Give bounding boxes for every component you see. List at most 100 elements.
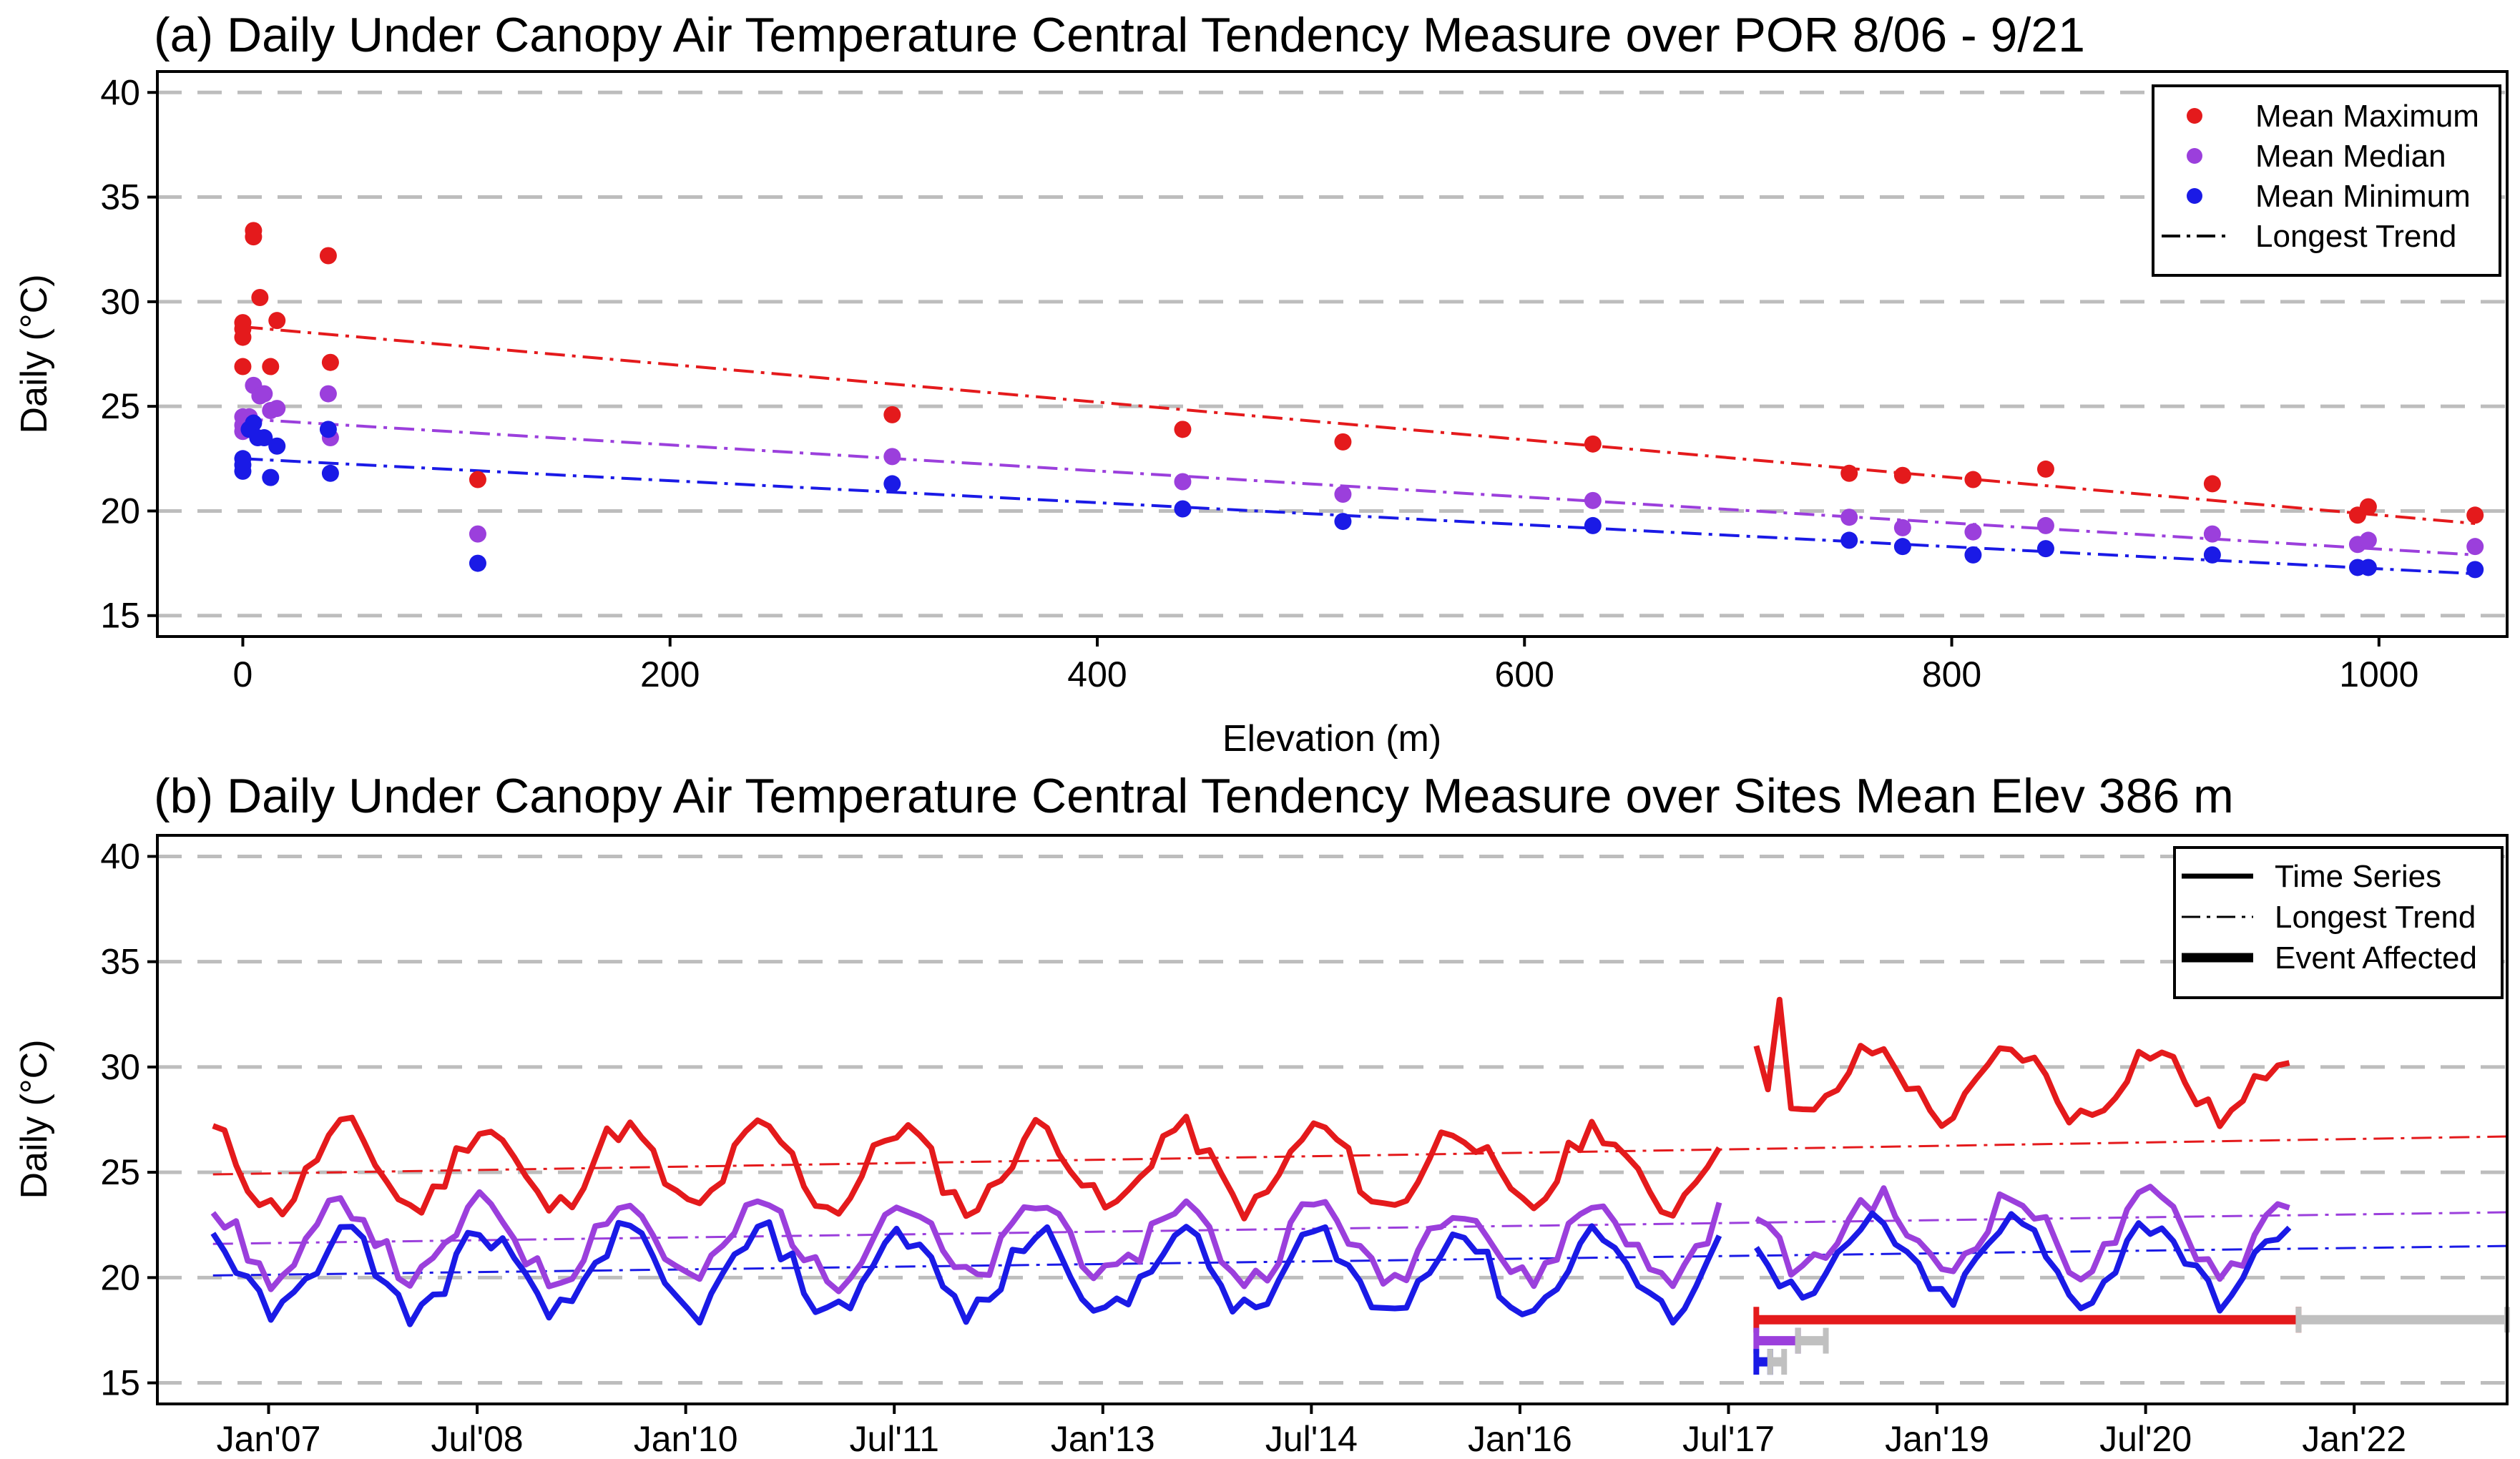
panel-b-x-tick-label-0: Jan'07 (217, 1419, 321, 1459)
panel-a-point-max-7 (251, 289, 269, 306)
panel-a-point-min-13 (1174, 500, 1192, 518)
panel-a-x-tick-label-400: 400 (1067, 654, 1127, 694)
panel-a-point-max-16 (1584, 435, 1602, 453)
panel-b-series-median-segment-2 (1755, 1184, 2290, 1283)
panel-a-points (234, 222, 2484, 579)
panel-a-point-min-17 (1893, 538, 1911, 556)
panel-b-y-tick-label-30: 30 (100, 1047, 140, 1087)
legend-event-affected-label: Event Affected (2275, 940, 2477, 976)
panel-b-series-min-segment-2 (1754, 1210, 2292, 1314)
panel-a-point-max-2 (234, 328, 252, 346)
panel-a-trend-median (242, 417, 2476, 556)
panel-a-y-tick-label-40: 40 (100, 72, 140, 112)
panel-a-point-median-16 (1840, 509, 1858, 526)
panel-b-title: (b) Daily Under Canopy Air Temperature C… (154, 769, 2234, 823)
panel-b-x-ticks: Jan'07 Jul'08 Jan'10 Jul'11 Jan'13 Jul'14 Jan'… (217, 1404, 2406, 1459)
panel-b-x-tick-label-4: Jan'13 (1051, 1419, 1155, 1459)
panel-a-point-max-13 (883, 406, 901, 423)
panel-b-event-bars (1753, 1307, 2510, 1375)
panel-a-y-tick-label-35: 35 (100, 177, 140, 217)
panel-a-point-min-19 (2036, 540, 2054, 558)
legend-mean-minimum-label: Mean Minimum (2255, 179, 2471, 214)
panel-a: (a) Daily Under Canopy Air Temperature C… (14, 8, 2509, 760)
panel-a-y-tick-label-15: 15 (100, 596, 140, 636)
panel-a-x-ticks: 0 200 400 600 800 1000 (233, 637, 2418, 694)
panel-a-point-min-23 (2466, 561, 2484, 579)
panel-a-point-min-15 (1584, 516, 1602, 534)
panel-a-point-median-14 (1334, 486, 1352, 503)
panel-b-y-axis-label: Daily (°C) (14, 1039, 55, 1199)
panel-a-point-median-13 (1174, 473, 1192, 491)
panel-a-point-median-11 (469, 525, 486, 543)
panel-a-point-max-11 (321, 353, 339, 371)
panel-a-point-max-12 (469, 471, 486, 488)
panel-b-y-tick-label-35: 35 (100, 942, 140, 982)
panel-b-plot-frame (156, 834, 2509, 1405)
panel-b-x-tick-label-10: Jan'22 (2302, 1419, 2406, 1459)
panel-a-point-min-20 (2203, 546, 2221, 564)
panel-a-point-median-18 (1964, 523, 1982, 541)
panel-b-x-tick-label-2: Jan'10 (634, 1419, 738, 1459)
panel-a-plot-frame (156, 70, 2509, 638)
panel-b-gridlines (157, 854, 2507, 1385)
panel-b-x-tick-label-1: Jul'08 (431, 1419, 524, 1459)
panel-a-point-median-15 (1584, 491, 1602, 509)
panel-a-point-median-9 (319, 385, 337, 403)
panel-b-trend-min (212, 1244, 2508, 1277)
panel-a-x-tick-label-600: 600 (1495, 654, 1554, 694)
panel-a-point-median-17 (1893, 519, 1911, 536)
panel-a-point-max-19 (1964, 471, 1982, 488)
panel-a-point-max-14 (1174, 421, 1192, 438)
panel-a-point-min-9 (319, 421, 337, 438)
panel-b-trend-lines (212, 1135, 2508, 1277)
panel-a-point-max-21 (2203, 475, 2221, 493)
panel-b-y-tick-label-25: 25 (100, 1152, 140, 1192)
panel-a-y-tick-label-25: 25 (100, 386, 140, 426)
panel-a-point-median-6 (255, 385, 273, 403)
panel-b-series-max-segment-1 (212, 1114, 1722, 1222)
panel-a-point-max-23 (2359, 498, 2377, 516)
panel-a-point-min-18 (1964, 546, 1982, 564)
panel-a-gridlines (157, 90, 2507, 618)
panel-b-series-min-segment-1 (210, 1219, 1722, 1327)
panel-a-point-median-22 (2359, 531, 2377, 549)
panel-b-y-tick-label-40: 40 (100, 836, 140, 876)
panel-b-x-tick-label-7: Jul'17 (1682, 1419, 1775, 1459)
legend-longest-trend-label: Longest Trend (2255, 219, 2456, 254)
panel-b-x-tick-label-9: Jul'20 (2099, 1419, 2192, 1459)
legend-mean-median-label: Mean Median (2255, 139, 2446, 174)
panel-a-point-min-10 (321, 464, 339, 482)
panel-a-point-max-9 (268, 312, 286, 330)
panel-b-x-tick-label-3: Jul'11 (850, 1419, 939, 1459)
panel-a-point-max-8 (262, 358, 280, 375)
panel-a-point-max-3 (234, 358, 252, 375)
panel-a-point-min-8 (268, 437, 286, 455)
panel-a-point-median-23 (2466, 538, 2484, 556)
panel-b-legend-box (2173, 846, 2504, 999)
panel-a-point-median-20 (2203, 525, 2221, 543)
legend-mean-maximum-marker (2187, 108, 2202, 124)
panel-a-point-median-19 (2036, 516, 2054, 534)
legend-mean-minimum-marker (2187, 188, 2202, 204)
panel-a-point-max-17 (1840, 464, 1858, 482)
panel-b-legend: Time Series Longest Trend Event Affected (2173, 846, 2504, 999)
panel-b-time-series (210, 996, 2292, 1327)
panel-b-y-tick-label-15: 15 (100, 1363, 140, 1403)
panel-a-point-min-14 (1334, 513, 1352, 531)
panel-a-point-max-24 (2466, 506, 2484, 524)
panel-b-series-median-segment-1 (210, 1189, 1722, 1295)
panel-b-trend-max (212, 1135, 2508, 1176)
panel-a-point-min-2 (234, 462, 252, 480)
panel-b-x-tick-label-6: Jan'16 (1468, 1419, 1572, 1459)
panel-a-point-min-16 (1840, 531, 1858, 549)
panel-a-point-median-12 (883, 448, 901, 466)
panel-a-y-tick-label-20: 20 (100, 491, 140, 531)
panel-a-point-min-7 (262, 468, 280, 486)
panel-a-point-min-22 (2359, 559, 2377, 576)
panel-b-x-tick-label-5: Jul'14 (1265, 1419, 1358, 1459)
panel-a-point-median-8 (268, 400, 286, 418)
panel-b-y-tick-label-20: 20 (100, 1257, 140, 1297)
panel-a-point-max-18 (1893, 466, 1911, 484)
panel-a-y-axis-label: Daily (°C) (14, 274, 55, 433)
